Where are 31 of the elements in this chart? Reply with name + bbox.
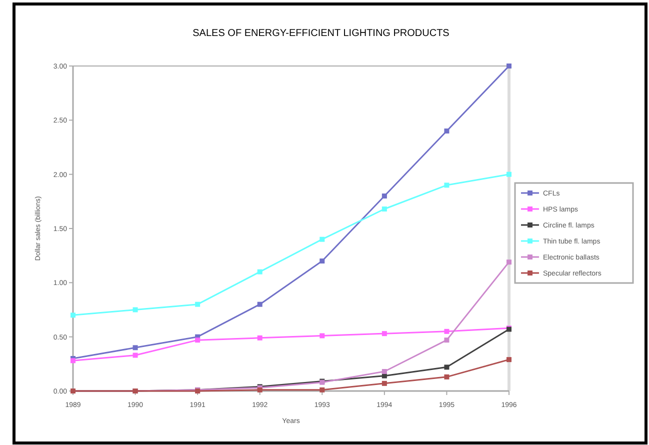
- point: [444, 128, 450, 134]
- point: [132, 345, 138, 350]
- point: [382, 373, 387, 378]
- point: [506, 357, 512, 362]
- point: [444, 182, 450, 188]
- point: [444, 338, 450, 343]
- point: [382, 380, 387, 386]
- point: [257, 335, 262, 340]
- point: [382, 194, 387, 198]
- point: [70, 358, 76, 364]
- point: [444, 374, 450, 380]
- point: [444, 364, 450, 370]
- point: [320, 387, 325, 392]
- point: [320, 236, 325, 242]
- point: [506, 260, 512, 265]
- point: [132, 307, 138, 312]
- point: [320, 333, 325, 338]
- point: [382, 206, 387, 212]
- point: [195, 302, 200, 307]
- point: [506, 172, 512, 177]
- point: [444, 328, 450, 334]
- point: [257, 302, 262, 307]
- point: [382, 331, 387, 336]
- point: [70, 312, 76, 318]
- point: [506, 64, 512, 68]
- point: [195, 338, 200, 343]
- point: [132, 352, 138, 358]
- point: [257, 269, 262, 274]
- point: [320, 258, 325, 264]
- chart-title: SALES OF ENERGY-EFFICIENT LIGHTING PRODUCTS: [192, 28, 450, 39]
- point: [382, 369, 387, 374]
